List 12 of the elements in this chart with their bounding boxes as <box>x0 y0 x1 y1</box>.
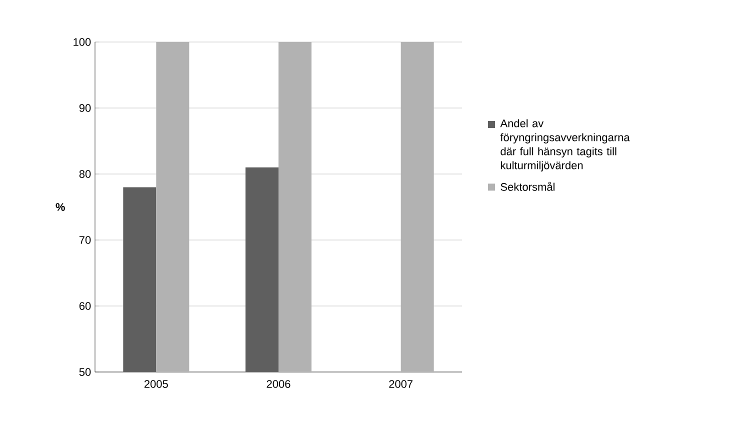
legend-label: Andel av föryngringsavverkningarna där full hänsyn tagits till kulturmiljövärden <box>500 119 630 172</box>
y-tick-label: 80 <box>79 170 91 178</box>
y-tick-label: 70 <box>79 236 91 244</box>
x-tick-label: 2006 <box>266 380 290 388</box>
y-tick-label: 50 <box>79 368 91 376</box>
x-tick-label: 2005 <box>144 380 168 388</box>
y-tick-label: 60 <box>79 302 91 310</box>
legend-label: Sektorsmål <box>500 182 554 191</box>
x-tick-label: 2007 <box>389 380 413 388</box>
y-tick-label: 100 <box>74 38 91 46</box>
y-tick-label: 90 <box>79 104 91 112</box>
y-axis-title: % <box>56 203 65 211</box>
